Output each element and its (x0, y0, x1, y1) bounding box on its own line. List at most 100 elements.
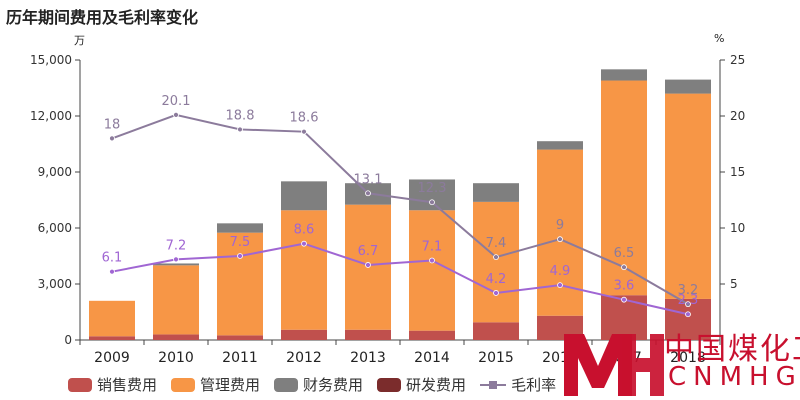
data-label-net_margin: 8.6 (294, 223, 315, 238)
legend-label-gross-margin: 毛利率 (511, 376, 557, 394)
legend-item-rd[interactable]: 研发费用 (377, 374, 466, 395)
data-label-gross_margin: 18.6 (290, 111, 319, 126)
y-tick-label-left: 6,000 (38, 221, 72, 235)
legend-label-sales: 销售费用 (97, 376, 158, 394)
x-tick-label: 2013 (350, 350, 386, 366)
data-label-net_margin: 2.3 (678, 293, 699, 308)
data-label-net_margin: 6.7 (358, 244, 379, 259)
bar-management (217, 232, 263, 336)
data-label-gross_margin: 18.8 (226, 108, 255, 123)
legend: 销售费用 管理费用 财务费用 研发费用 毛利率 (68, 374, 556, 395)
legend-item-management[interactable]: 管理费用 (171, 374, 260, 395)
bar-management (473, 201, 519, 323)
x-tick-label: 2010 (158, 350, 194, 366)
bar-sales (153, 334, 199, 340)
chart-title: 历年期间费用及毛利率变化 (6, 8, 199, 27)
y-tick-label-right: 25 (730, 53, 745, 67)
point-gross_margin (685, 301, 691, 308)
bar-finance (537, 141, 583, 150)
y-tick-label-left: 0 (64, 333, 72, 347)
x-tick-label: 2015 (478, 350, 514, 366)
x-tick-label: 2012 (286, 350, 322, 366)
bar-sales (281, 329, 327, 340)
bar-sales (345, 329, 391, 340)
bar-finance (281, 181, 327, 211)
legend-label-rd: 研发费用 (406, 376, 467, 394)
x-tick-label: 2011 (222, 350, 258, 366)
logo-chinese-text: 中国煤化工 (664, 332, 800, 367)
point-gross_margin (493, 254, 499, 261)
bar-management (281, 210, 327, 330)
legend-swatch-sales (68, 377, 92, 392)
y-tick-label-left: 9,000 (38, 165, 72, 179)
line-net_margin (111, 242, 689, 316)
bar-finance (665, 79, 711, 94)
bar-sales (89, 336, 135, 340)
point-gross_margin (237, 126, 243, 133)
data-label-net_margin: 4.9 (550, 264, 571, 279)
bar-sales (217, 335, 263, 340)
legend-item-finance[interactable]: 财务费用 (274, 374, 363, 395)
legend-swatch-finance (274, 377, 299, 392)
bar-sales (473, 322, 519, 340)
line-gross_margin (111, 113, 689, 306)
x-tick-label: 2009 (94, 350, 130, 366)
point-net_margin (493, 290, 499, 296)
y-tick-label-left: 3,000 (38, 277, 72, 291)
left-axis-unit: 万 (74, 34, 85, 47)
legend-item-sales[interactable]: 销售费用 (68, 374, 157, 395)
data-label-net_margin: 4.2 (486, 272, 507, 287)
point-gross_margin (621, 264, 627, 271)
legend-label-management: 管理费用 (200, 376, 261, 394)
data-label-net_margin: 3.6 (614, 279, 635, 294)
data-label-gross_margin: 6.5 (614, 246, 635, 261)
y-tick-label-right: 20 (730, 109, 745, 123)
data-label-gross_margin: 12.3 (418, 181, 447, 196)
bar-finance (217, 223, 263, 233)
point-net_margin (685, 311, 691, 318)
bar-sales (409, 330, 455, 340)
y-tick-label-right: 5 (730, 277, 738, 291)
legend-swatch-rd (377, 377, 402, 392)
point-gross_margin (301, 128, 307, 135)
data-label-gross_margin: 3.2 (678, 283, 699, 298)
data-label-net_margin: 7.1 (422, 239, 443, 254)
data-label-net_margin: 6.1 (102, 251, 123, 266)
bar-finance (473, 183, 519, 202)
legend-swatch-management (171, 377, 196, 392)
data-label-net_margin: 7.2 (166, 238, 187, 253)
bar-management (665, 93, 711, 299)
point-gross_margin (429, 199, 435, 206)
data-label-gross_margin: 18 (104, 117, 121, 132)
bar-finance (601, 69, 647, 81)
point-gross_margin (173, 111, 179, 118)
x-tick-label: 2014 (414, 350, 450, 366)
point-gross_margin (109, 135, 115, 142)
data-label-net_margin: 7.5 (230, 235, 251, 250)
bar-management (409, 210, 455, 331)
point-net_margin (109, 268, 115, 275)
y-tick-label-right: 15 (730, 165, 745, 179)
x-tick-label: 2018 (670, 350, 706, 366)
data-label-gross_margin: 13.1 (354, 172, 383, 187)
point-net_margin (173, 256, 179, 263)
point-gross_margin (365, 190, 371, 197)
data-label-gross_margin: 9 (556, 218, 564, 233)
data-label-gross_margin: 7.4 (486, 236, 507, 251)
point-net_margin (621, 296, 627, 303)
right-axis-unit: % (714, 32, 725, 45)
data-label-gross_margin: 20.1 (162, 94, 191, 109)
y-tick-label-left: 15,000 (30, 53, 72, 67)
point-net_margin (301, 240, 307, 247)
watermark-logo: 中国煤化工 CNMHG (560, 322, 800, 400)
bar-management (89, 300, 135, 337)
point-net_margin (237, 253, 243, 259)
legend-item-gross-margin[interactable]: 毛利率 (480, 374, 556, 395)
point-net_margin (557, 282, 563, 289)
bar-management (153, 265, 199, 335)
bar-finance (153, 263, 199, 266)
logo-english-text: CNMHG (668, 362, 800, 392)
legend-swatch-gross-margin (480, 378, 507, 392)
y-tick-label-right: 10 (730, 221, 745, 235)
